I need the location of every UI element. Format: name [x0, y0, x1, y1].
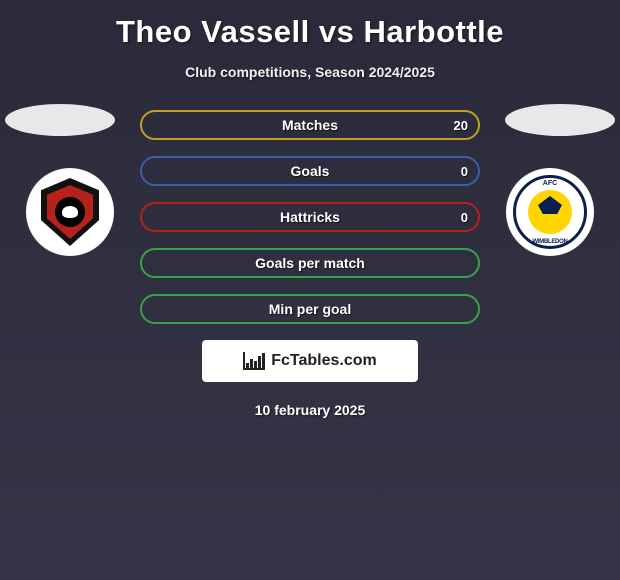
lion-icon — [55, 197, 85, 227]
stat-row-matches: Matches 20 — [140, 110, 480, 140]
stat-label: Goals per match — [255, 255, 365, 271]
stat-row-hattricks: Hattricks 0 — [140, 202, 480, 232]
stat-rows: Matches 20 Goals 0 Hattricks 0 Goals per… — [140, 110, 480, 324]
club-badge-right: AFC WIMBLEDON — [506, 168, 594, 256]
stat-label: Min per goal — [269, 301, 351, 317]
stat-right-value: 0 — [461, 210, 468, 225]
comparison-panel: AFC WIMBLEDON Matches 20 Goals 0 Hattric… — [0, 110, 620, 418]
stat-row-min-per-goal: Min per goal — [140, 294, 480, 324]
stat-label: Hattricks — [280, 209, 340, 225]
page-title: Theo Vassell vs Harbottle — [0, 0, 620, 50]
afc-logo-icon: AFC WIMBLEDON — [513, 175, 587, 249]
player-right-oval — [505, 104, 615, 136]
stat-label: Matches — [282, 117, 338, 133]
stat-label: Goals — [291, 163, 330, 179]
branding-box[interactable]: FcTables.com — [202, 340, 418, 382]
stat-right-value: 0 — [461, 164, 468, 179]
shield-icon — [41, 178, 99, 246]
subtitle: Club competitions, Season 2024/2025 — [0, 64, 620, 80]
chart-icon — [243, 352, 265, 370]
player-left-oval — [5, 104, 115, 136]
badge-text-bottom: WIMBLEDON — [533, 239, 568, 245]
club-badge-left — [26, 168, 114, 256]
date-text: 10 february 2025 — [0, 402, 620, 418]
stat-row-goals-per-match: Goals per match — [140, 248, 480, 278]
badge-text-top: AFC — [543, 180, 557, 187]
branding-text: FcTables.com — [271, 352, 377, 370]
stat-row-goals: Goals 0 — [140, 156, 480, 186]
stat-right-value: 20 — [454, 118, 468, 133]
